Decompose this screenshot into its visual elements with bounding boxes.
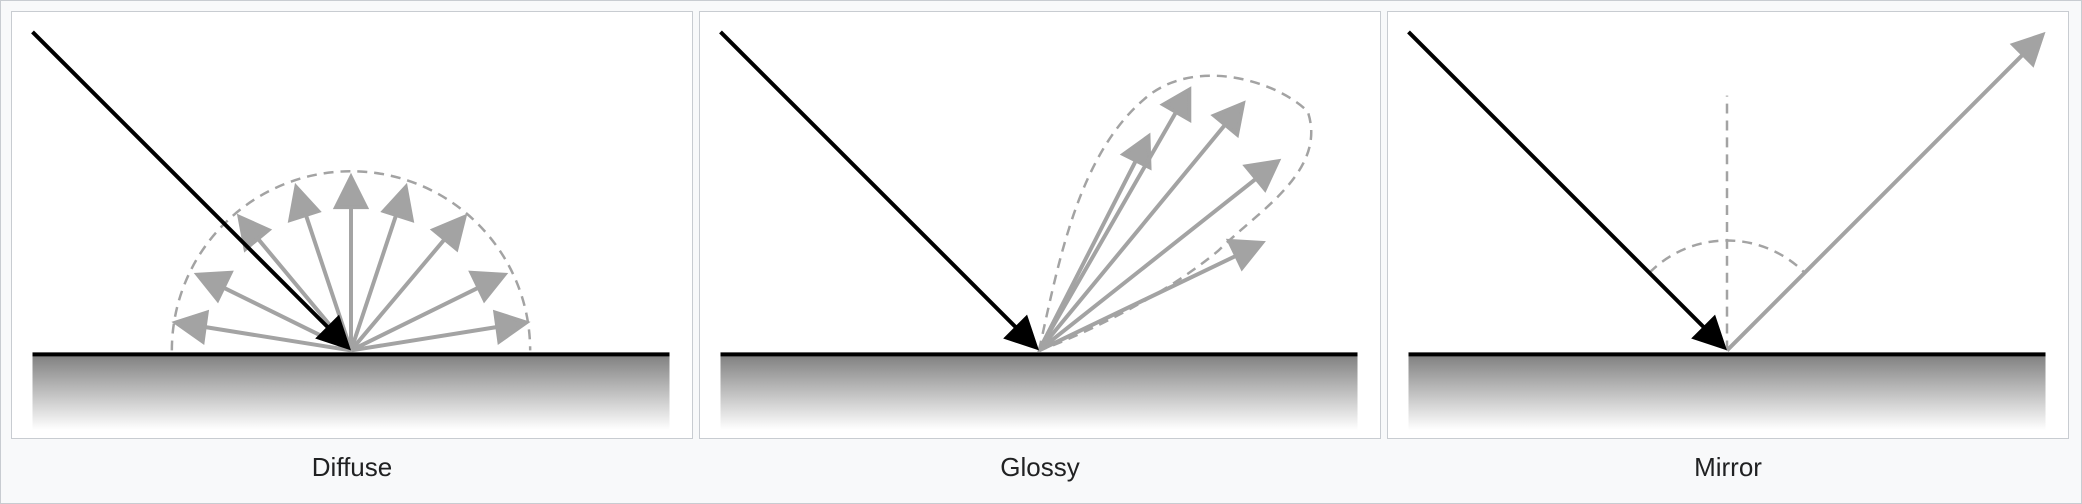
reflected-ray-head xyxy=(1242,158,1282,193)
reflected-ray-head xyxy=(332,172,370,210)
reflected-ray-head xyxy=(1225,238,1266,272)
glossy-diagram xyxy=(719,30,1358,431)
reflected-ray-head xyxy=(2009,31,2046,68)
glossy-caption: Glossy xyxy=(1000,452,1080,482)
diffuse-panel xyxy=(11,11,693,439)
incident-ray-head xyxy=(1691,314,1728,351)
reflected-rays xyxy=(171,172,531,353)
reflected-ray xyxy=(201,324,352,353)
reflected-ray xyxy=(350,284,482,353)
reflected-rays xyxy=(1037,86,1282,353)
angle-arc-dashed xyxy=(1648,239,1806,274)
reflected-ray-head xyxy=(468,270,509,304)
reflected-ray-head xyxy=(1119,132,1152,171)
mirror-caption: Mirror xyxy=(1694,452,1762,482)
reflected-ray-head xyxy=(429,213,468,253)
surface-shading xyxy=(1408,354,2046,431)
reflected-ray xyxy=(350,324,501,353)
mirror-diagram xyxy=(1407,30,2046,431)
reflected-ray xyxy=(1038,253,1239,353)
incident-ray-head xyxy=(315,314,352,351)
surface-shading xyxy=(720,354,1358,431)
reflected-ray xyxy=(349,212,399,352)
reflected-ray xyxy=(303,212,353,352)
incident-ray-head xyxy=(1003,314,1040,351)
reflected-ray xyxy=(1725,50,2028,352)
glossy-panel xyxy=(699,11,1381,439)
reflected-ray-head xyxy=(1210,100,1246,139)
incident-ray xyxy=(31,30,335,334)
reflected-ray-head xyxy=(492,309,531,345)
reflected-ray-head xyxy=(380,182,415,223)
incident-ray xyxy=(719,30,1023,334)
reflected-ray xyxy=(349,235,449,352)
diffuse-diagram xyxy=(31,30,670,431)
reflected-ray-head xyxy=(236,213,273,253)
reflected-ray xyxy=(1037,110,1179,352)
reflected-ray-head xyxy=(171,309,210,345)
incident-ray xyxy=(1407,30,1711,334)
reflected-ray-head xyxy=(193,270,234,304)
reflected-ray xyxy=(1037,122,1228,352)
surface-shading xyxy=(32,354,670,431)
reflected-ray-head xyxy=(287,182,322,223)
mirror-panel xyxy=(1387,11,2069,439)
diffuse-lobe-dashed xyxy=(170,170,532,351)
reflected-ray-head xyxy=(1159,86,1192,123)
reflected-ray xyxy=(1037,175,1260,352)
diffuse-caption: Diffuse xyxy=(311,452,393,482)
